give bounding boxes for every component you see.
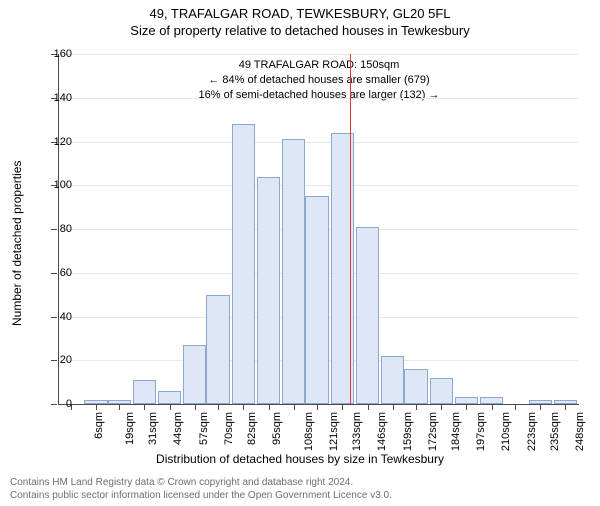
- marker-line: [350, 54, 351, 404]
- x-tick-label: 172sqm: [427, 412, 439, 451]
- histogram-bar: [381, 356, 404, 404]
- x-tick-label: 44sqm: [172, 412, 184, 445]
- page-subtitle: Size of property relative to detached ho…: [0, 23, 600, 38]
- histogram-bar: [133, 380, 156, 404]
- x-tick-label: 235sqm: [549, 412, 561, 451]
- x-tick: [441, 404, 442, 410]
- x-axis-title: Distribution of detached houses by size …: [0, 452, 600, 466]
- x-tick: [565, 404, 566, 410]
- x-tick: [294, 404, 295, 410]
- grid-line: [59, 98, 579, 99]
- x-tick: [515, 404, 516, 410]
- x-tick-label: 70sqm: [223, 412, 235, 445]
- x-tick-label: 19sqm: [124, 412, 136, 445]
- histogram-bar: [356, 227, 379, 404]
- x-tick-label: 210sqm: [501, 412, 513, 451]
- x-tick: [170, 404, 171, 410]
- y-tick-label: 100: [42, 179, 72, 191]
- histogram-bar: [206, 295, 229, 404]
- footer-line-1: Contains HM Land Registry data © Crown c…: [10, 477, 392, 490]
- x-tick: [243, 404, 244, 410]
- grid-line: [59, 54, 579, 55]
- y-tick-label: 0: [42, 398, 72, 410]
- y-tick-label: 80: [42, 223, 72, 235]
- histogram-bar: [183, 345, 206, 404]
- histogram-bar: [232, 124, 255, 404]
- y-tick-label: 40: [42, 311, 72, 323]
- x-tick: [195, 404, 196, 410]
- histogram-bar: [404, 369, 427, 404]
- histogram-bar: [257, 177, 280, 405]
- x-tick-label: 82sqm: [246, 412, 258, 445]
- x-tick-label: 108sqm: [303, 412, 315, 451]
- callout-line-1: 49 TRAFALGAR ROAD: 150sqm: [199, 58, 440, 73]
- x-tick-label: 57sqm: [198, 412, 210, 445]
- histogram-plot: 49 TRAFALGAR ROAD: 150sqm ← 84% of detac…: [58, 54, 579, 405]
- x-tick-label: 223sqm: [526, 412, 538, 451]
- y-tick-label: 160: [42, 48, 72, 60]
- histogram-bar: [305, 196, 328, 404]
- histogram-bar: [282, 139, 305, 404]
- x-tick: [119, 404, 120, 410]
- footer-attribution: Contains HM Land Registry data © Crown c…: [10, 477, 392, 502]
- x-tick-label: 146sqm: [376, 412, 388, 451]
- x-tick-label: 159sqm: [402, 412, 414, 451]
- x-tick-label: 6sqm: [93, 412, 105, 439]
- x-tick: [416, 404, 417, 410]
- y-tick-label: 60: [42, 267, 72, 279]
- x-tick: [466, 404, 467, 410]
- histogram-bar: [158, 391, 181, 404]
- histogram-bar: [430, 378, 453, 404]
- x-tick: [144, 404, 145, 410]
- x-tick: [393, 404, 394, 410]
- footer-line-2: Contains public sector information licen…: [10, 490, 392, 503]
- page-title: 49, TRAFALGAR ROAD, TEWKESBURY, GL20 5FL: [0, 6, 600, 21]
- grid-line: [59, 185, 579, 186]
- x-tick: [218, 404, 219, 410]
- callout-line-3: 16% of semi-detached houses are larger (…: [199, 88, 440, 103]
- x-tick: [540, 404, 541, 410]
- y-tick-label: 120: [42, 136, 72, 148]
- x-tick-label: 184sqm: [450, 412, 462, 451]
- y-tick-label: 20: [42, 354, 72, 366]
- callout-box: 49 TRAFALGAR ROAD: 150sqm ← 84% of detac…: [199, 58, 440, 103]
- x-tick-label: 121sqm: [328, 412, 340, 451]
- x-tick-label: 248sqm: [574, 412, 586, 451]
- x-tick: [269, 404, 270, 410]
- y-axis-title: Number of detached properties: [10, 161, 24, 326]
- x-tick-label: 197sqm: [475, 412, 487, 451]
- x-tick: [342, 404, 343, 410]
- x-tick-label: 31sqm: [147, 412, 159, 445]
- grid-line: [59, 142, 579, 143]
- x-tick-label: 95sqm: [271, 412, 283, 445]
- x-tick: [317, 404, 318, 410]
- x-tick: [492, 404, 493, 410]
- y-tick-label: 140: [42, 92, 72, 104]
- x-tick: [96, 404, 97, 410]
- x-tick: [368, 404, 369, 410]
- x-tick-label: 133sqm: [351, 412, 363, 451]
- callout-line-2: ← 84% of detached houses are smaller (67…: [199, 73, 440, 88]
